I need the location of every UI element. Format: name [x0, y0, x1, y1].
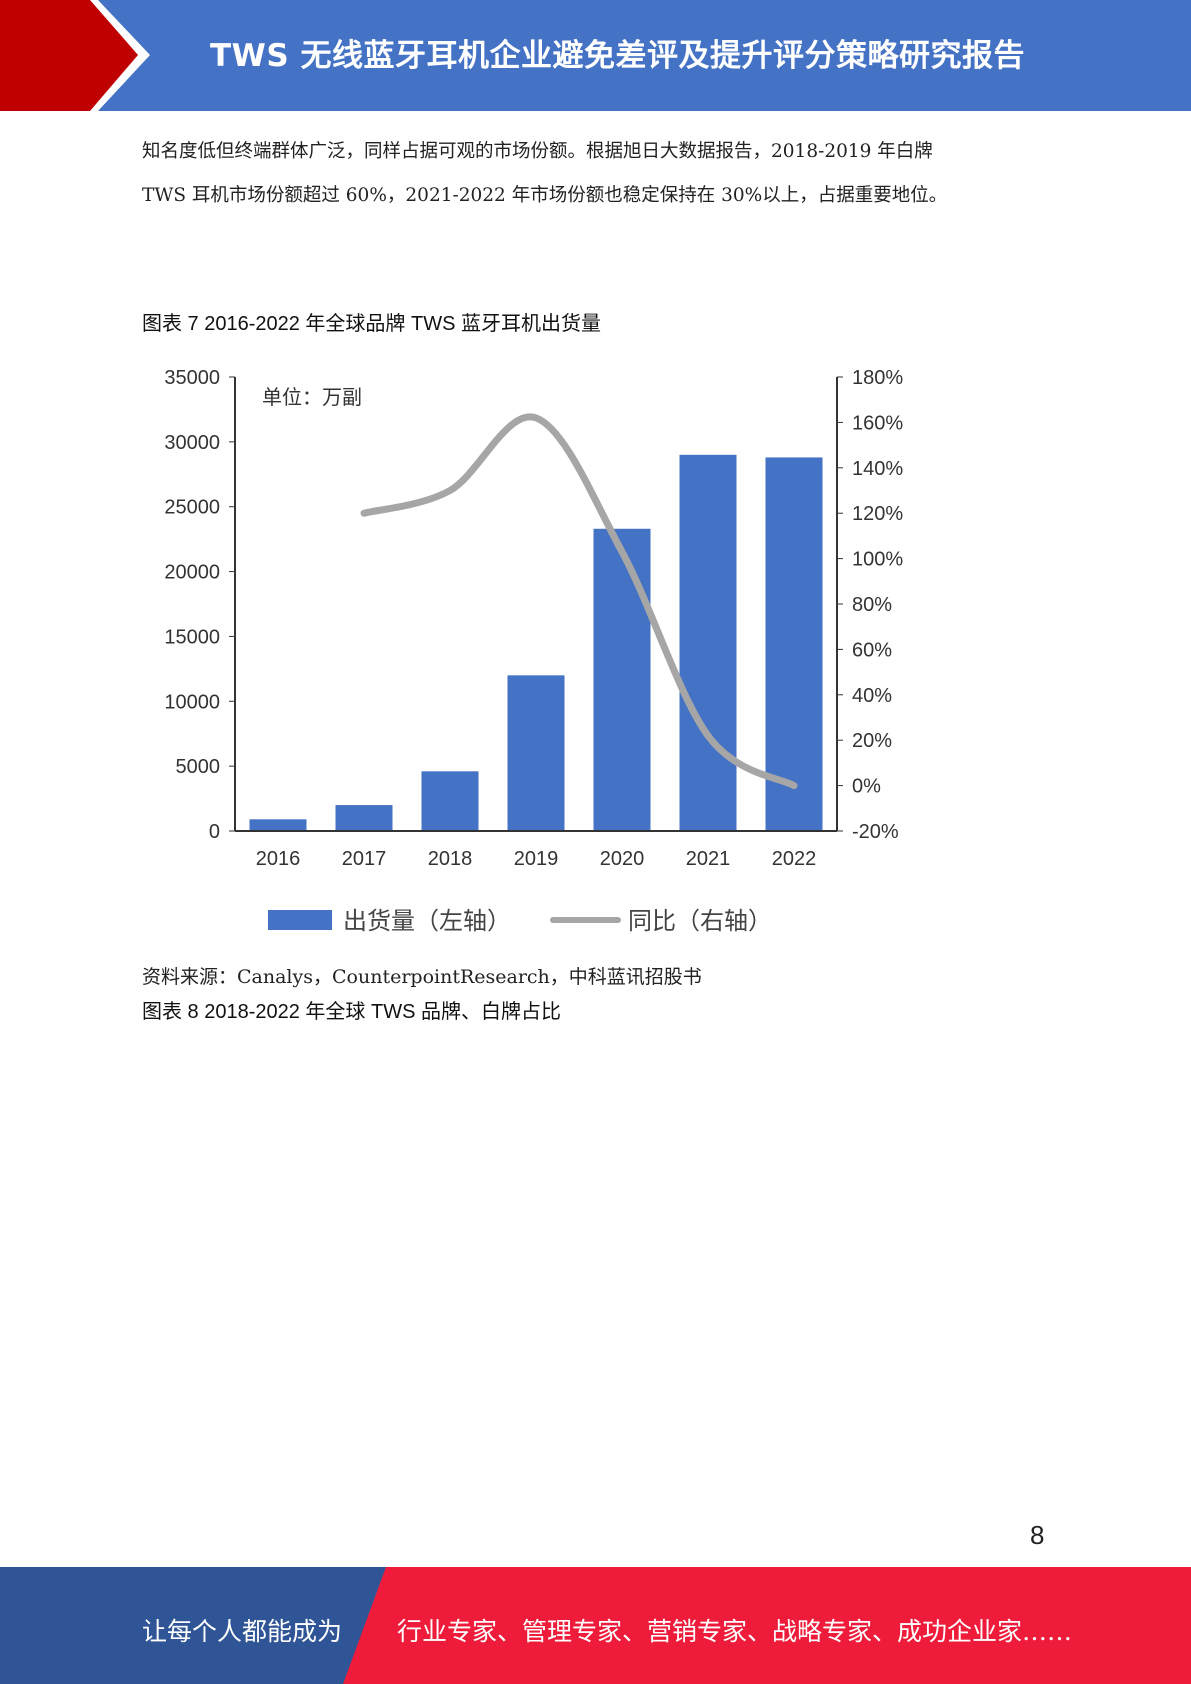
- right-tick-label: 60%: [852, 639, 892, 661]
- right-tick-label: 180%: [852, 367, 903, 389]
- page-number: 8: [1030, 1520, 1045, 1550]
- x-tick-label: 2018: [428, 848, 473, 870]
- right-tick-label: 20%: [852, 730, 892, 752]
- x-tick-label: 2022: [772, 848, 817, 870]
- footer-slogan-right: 行业专家、管理专家、营销专家、战略专家、成功企业家……: [397, 1617, 1073, 1646]
- bar-2021: [679, 454, 737, 831]
- paragraph-line-1: 知名度低但终端群体广泛，同样占据可观的市场份额。根据旭日大数据报告，2018-2…: [142, 141, 933, 162]
- legend-swatch-shipments: [268, 910, 332, 930]
- bar-2019: [507, 675, 565, 831]
- right-tick-label: 80%: [852, 594, 892, 616]
- bar-2017: [335, 805, 393, 831]
- right-tick-label: -20%: [852, 821, 899, 843]
- x-tick-label: 2020: [600, 848, 645, 870]
- x-tick-label: 2021: [686, 848, 731, 870]
- left-tick-label: 35000: [164, 367, 220, 389]
- bar-2018: [421, 771, 479, 831]
- figure-7-caption: 图表 7 2016-2022 年全球品牌 TWS 蓝牙耳机出货量: [142, 313, 601, 335]
- left-tick-label: 5000: [176, 756, 221, 778]
- right-tick-label: 120%: [852, 503, 903, 525]
- bar-2022: [765, 457, 823, 831]
- shipment-chart: 0 5000 10000 15000 20000 25000 30000 35000 -20%…: [164, 367, 903, 935]
- footer-slogan-left: 让每个人都能成为: [142, 1617, 343, 1646]
- right-tick-label: 0%: [852, 776, 881, 798]
- right-tick-label: 40%: [852, 685, 892, 707]
- left-tick-label: 25000: [164, 497, 220, 519]
- report-title: TWS 无线蓝牙耳机企业避免差评及提升评分策略研究报告: [210, 38, 1025, 74]
- yoy-line: [360, 413, 798, 790]
- bar-2016: [249, 819, 307, 831]
- source-note: 资料来源：Canalys，CounterpointResearch，中科蓝讯招股…: [142, 966, 702, 988]
- header-chevron-decoration: [0, 0, 150, 111]
- right-tick-label: 140%: [852, 458, 903, 480]
- footer-banner: [0, 1567, 1191, 1684]
- x-tick-label: 2017: [342, 848, 387, 870]
- x-tick-label: 2016: [256, 848, 301, 870]
- left-tick-label: 0: [209, 821, 220, 843]
- unit-note: 单位：万副: [262, 386, 362, 409]
- chart-legend: 出货量（左轴） 同比（右轴）: [268, 908, 772, 935]
- report-header: TWS 无线蓝牙耳机企业避免差评及提升评分策略研究报告: [0, 0, 1191, 111]
- bar-2020: [593, 528, 651, 831]
- legend-label-yoy: 同比（右轴）: [628, 908, 772, 935]
- right-tick-label: 100%: [852, 549, 903, 571]
- left-tick-label: 10000: [164, 691, 220, 713]
- right-tick-label: 160%: [852, 412, 903, 434]
- left-tick-label: 20000: [164, 562, 220, 584]
- x-tick-label: 2019: [514, 848, 559, 870]
- figure-8-caption: 图表 8 2018-2022 年全球 TWS 品牌、白牌占比: [142, 1001, 561, 1023]
- legend-label-shipments: 出货量（左轴）: [343, 908, 511, 935]
- paragraph-line-2: TWS 耳机市场份额超过 60%，2021-2022 年市场份额也稳定保持在 3…: [142, 185, 948, 206]
- left-tick-label: 30000: [164, 432, 220, 454]
- left-tick-label: 15000: [164, 626, 220, 648]
